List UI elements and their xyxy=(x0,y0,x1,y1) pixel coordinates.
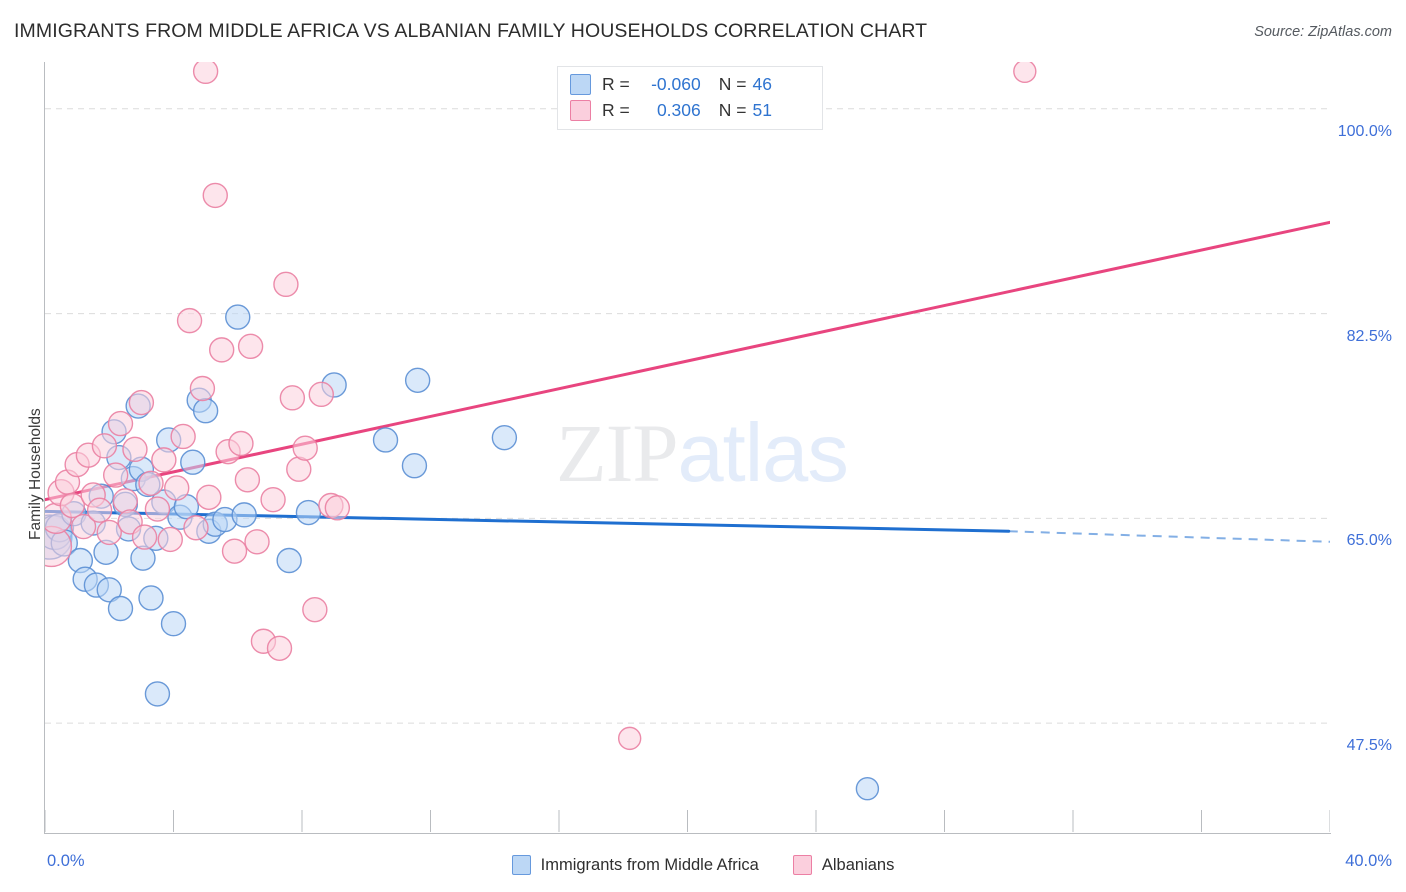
legend-item-albanians[interactable]: Albanians xyxy=(792,855,895,875)
series-legend: Immigrants from Middle Africa Albanians xyxy=(0,850,1406,880)
scatter-canvas xyxy=(45,62,1330,832)
data-point xyxy=(404,367,431,393)
trendline-solid xyxy=(45,509,1011,533)
data-point xyxy=(1013,62,1037,84)
stats-swatch-blue-icon xyxy=(570,73,591,95)
data-point xyxy=(292,435,318,461)
data-point xyxy=(208,337,235,363)
stats-row-pink: R = 0.306 N = 51 xyxy=(570,97,772,123)
y-tick-label: 65.0% xyxy=(1346,532,1392,550)
data-point xyxy=(131,524,158,550)
data-point xyxy=(308,381,334,408)
data-point xyxy=(107,410,134,437)
data-point xyxy=(372,427,399,453)
legend-item-immigrants[interactable]: Immigrants from Middle Africa xyxy=(511,855,759,875)
source-label: Source: ZipAtlas.com xyxy=(1254,24,1392,40)
legend-label-albanians: Albanians xyxy=(821,855,895,874)
data-point xyxy=(244,529,270,555)
series-albanians xyxy=(45,62,1037,751)
data-point xyxy=(192,62,219,85)
data-point xyxy=(279,385,306,411)
trendline-dashed xyxy=(1008,530,1330,543)
y-axis-line xyxy=(44,62,45,834)
y-tick-label: 47.5% xyxy=(1346,737,1392,755)
trendline-solid xyxy=(45,220,1330,502)
data-point xyxy=(122,436,148,463)
x-tick-min: 0.0% xyxy=(47,852,85,870)
data-point xyxy=(401,453,428,479)
data-point xyxy=(91,433,118,459)
legend-label-immigrants: Immigrants from Middle Africa xyxy=(540,855,759,874)
data-point xyxy=(138,470,164,496)
correlation-stats-box: R = -0.060 N = 46 R = 0.306 N = 51 xyxy=(557,66,823,130)
data-point xyxy=(276,547,302,574)
data-point xyxy=(107,595,134,622)
page-title: IMMIGRANTS FROM MIDDLE AFRICA VS ALBANIA… xyxy=(14,20,928,42)
y-tick-label: 100.0% xyxy=(1337,122,1392,140)
y-axis-title-wrap: Family Households xyxy=(9,300,44,540)
data-point xyxy=(189,375,216,402)
data-point xyxy=(266,635,293,661)
data-point xyxy=(302,596,328,623)
data-point xyxy=(237,333,264,360)
stats-r-label-blue: R = xyxy=(602,73,630,94)
data-point xyxy=(183,515,209,541)
data-point xyxy=(170,423,196,450)
data-point xyxy=(234,467,261,493)
data-point xyxy=(180,449,206,475)
stats-row-blue: R = -0.060 N = 46 xyxy=(570,71,772,97)
legend-swatch-pink-icon xyxy=(792,855,812,875)
data-point xyxy=(295,499,322,526)
stats-n-value-pink: 51 xyxy=(752,99,772,120)
y-axis-title: Family Households xyxy=(27,408,44,540)
data-point xyxy=(144,681,171,707)
data-point xyxy=(138,585,164,611)
series-immigrants xyxy=(45,304,880,801)
stats-r-label-pink: R = xyxy=(602,99,630,120)
data-point xyxy=(128,389,155,416)
data-point xyxy=(86,497,113,523)
data-point xyxy=(231,502,257,528)
data-point xyxy=(59,492,86,519)
data-point xyxy=(112,488,139,514)
data-point xyxy=(164,475,190,501)
y-tick-label: 82.5% xyxy=(1346,327,1392,345)
data-point xyxy=(202,182,228,209)
data-point xyxy=(157,526,183,553)
data-point xyxy=(617,726,642,751)
data-point xyxy=(144,496,171,522)
data-point xyxy=(70,513,97,540)
data-point xyxy=(260,486,286,513)
data-point xyxy=(102,462,129,488)
data-point xyxy=(324,495,351,521)
legend-swatch-blue-icon xyxy=(511,855,531,875)
data-point xyxy=(176,307,203,334)
data-point xyxy=(151,447,177,473)
data-point xyxy=(228,430,254,457)
data-point xyxy=(192,398,219,424)
stats-n-value-blue: 46 xyxy=(752,73,772,94)
data-point xyxy=(855,777,880,801)
x-axis-line xyxy=(45,833,1331,834)
stats-r-value-pink: 0.306 xyxy=(656,99,701,120)
data-point xyxy=(196,484,222,511)
data-point xyxy=(96,519,122,546)
data-point xyxy=(160,611,187,637)
data-point xyxy=(225,304,251,330)
x-tick-max: 40.0% xyxy=(1345,852,1392,870)
data-point xyxy=(96,577,122,603)
data-point xyxy=(491,424,518,451)
stats-n-label-pink: N = xyxy=(718,99,747,120)
stats-n-label-blue: N = xyxy=(718,73,747,94)
plot-area xyxy=(45,62,1330,832)
data-point xyxy=(273,271,299,298)
data-point xyxy=(221,538,248,564)
stats-swatch-pink-icon xyxy=(570,99,591,121)
data-point xyxy=(286,456,312,482)
stats-r-value-blue: -0.060 xyxy=(651,73,701,94)
